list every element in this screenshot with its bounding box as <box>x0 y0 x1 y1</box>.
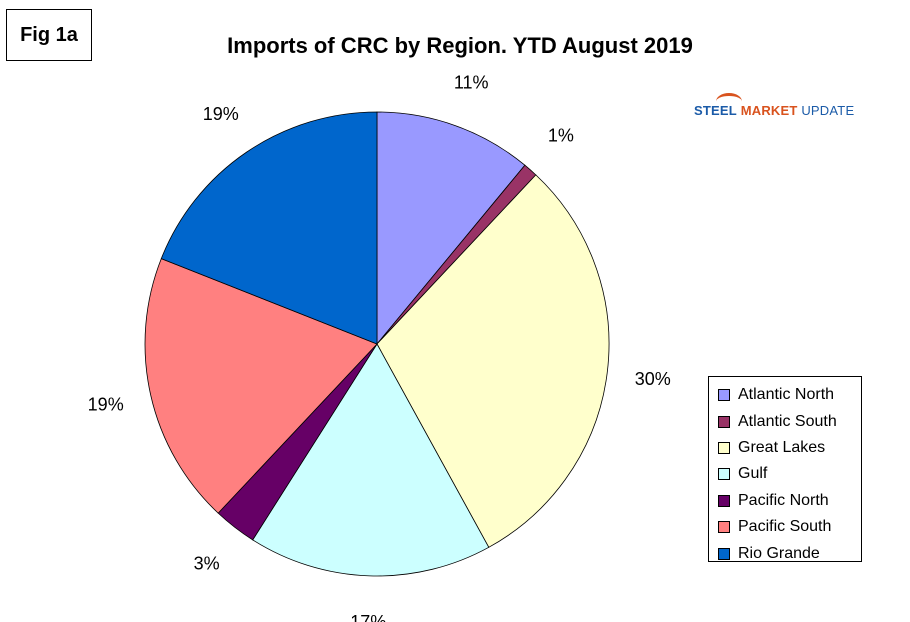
logo-swoosh-icon <box>716 93 742 110</box>
legend-swatch <box>718 441 730 454</box>
legend-label: Gulf <box>738 465 768 483</box>
pie-slice-gulf <box>252 343 490 577</box>
pie-slice-atlantic-north <box>376 111 526 346</box>
pie-slice-great-lakes <box>376 174 610 548</box>
legend-swatch <box>718 389 730 402</box>
data-label-great-lakes: 30% <box>635 369 671 389</box>
pie-slice-pacific-south <box>144 258 378 514</box>
legend-label: Pacific South <box>738 518 832 536</box>
legend-label: Atlantic South <box>738 412 837 430</box>
steel-market-update-logo: STEEL MARKET UPDATE <box>694 93 855 118</box>
legend-item-rio-grande: Rio Grande <box>718 540 861 566</box>
data-label-atlantic-south: 1% <box>548 125 574 145</box>
legend-swatch <box>718 494 730 507</box>
data-label-pacific-south: 19% <box>88 395 124 415</box>
legend-item-pacific-north: Pacific North <box>718 488 861 514</box>
legend-label: Great Lakes <box>738 438 826 456</box>
logo-word-market: MARKET <box>740 103 798 118</box>
legend-swatch <box>718 415 730 428</box>
data-label-atlantic-north: 11% <box>454 72 489 92</box>
chart-title: Imports of CRC by Region. YTD August 201… <box>227 33 693 58</box>
legend-label: Rio Grande <box>738 544 820 562</box>
legend-item-gulf: Gulf <box>718 461 861 487</box>
pie-data-labels: 11% 1% 30% 17% 3% 19% 19% <box>88 72 671 622</box>
pie-slices <box>144 111 610 577</box>
logo-word-update: UPDATE <box>801 103 855 118</box>
legend-item-atlantic-south: Atlantic South <box>718 408 861 434</box>
legend-label: Pacific North <box>738 491 829 509</box>
legend-item-atlantic-north: Atlantic North <box>718 382 861 408</box>
chart-legend: Atlantic North Atlantic South Great Lakes G… <box>708 376 862 562</box>
figure-label: Fig 1a <box>6 9 92 61</box>
pie-slice-rio-grande <box>160 111 378 345</box>
legend-item-great-lakes: Great Lakes <box>718 435 861 461</box>
data-label-gulf: 17% <box>350 612 386 622</box>
legend-item-pacific-south: Pacific South <box>718 514 861 540</box>
legend-swatch <box>718 521 730 534</box>
legend-swatch <box>718 468 730 481</box>
data-label-rio-grande: 19% <box>203 104 239 124</box>
data-label-pacific-north: 3% <box>194 554 220 574</box>
legend-swatch <box>718 547 730 560</box>
legend-label: Atlantic North <box>738 386 835 404</box>
